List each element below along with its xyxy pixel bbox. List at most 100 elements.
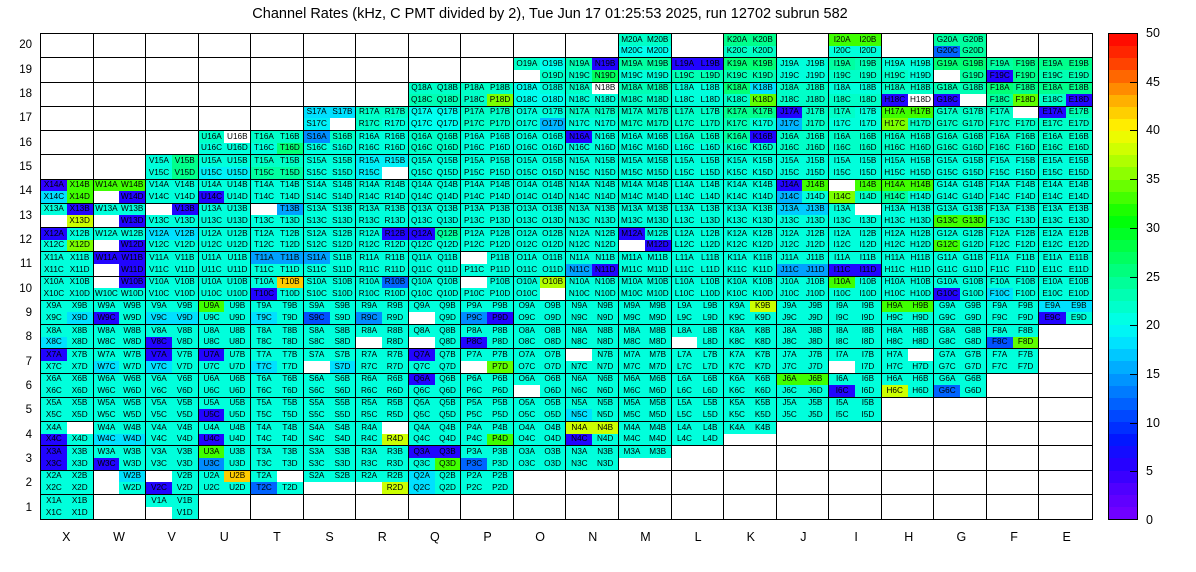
channel-quadrant[interactable]: S6B: [329, 373, 356, 386]
channel-quadrant[interactable]: L12D: [697, 239, 724, 252]
channel-quadrant[interactable]: L13B: [697, 203, 724, 216]
channel-quadrant[interactable]: L18B: [697, 82, 724, 95]
channel-quadrant[interactable]: F12D: [1012, 239, 1039, 252]
module-cell[interactable]: X9A X9B X9C X9D: [41, 300, 94, 325]
channel-quadrant[interactable]: J7C: [776, 360, 803, 373]
channel-quadrant[interactable]: K8A: [724, 325, 750, 337]
channel-quadrant[interactable]: P6A: [461, 373, 488, 386]
channel-quadrant[interactable]: W10C: [93, 288, 120, 300]
channel-quadrant[interactable]: P12C: [461, 239, 488, 252]
channel-quadrant[interactable]: Q7C: [408, 360, 435, 373]
channel-quadrant[interactable]: U12A: [198, 228, 225, 240]
channel-quadrant[interactable]: X7B: [66, 349, 93, 361]
channel-quadrant[interactable]: V5B: [171, 397, 198, 410]
channel-quadrant[interactable]: V1B: [171, 494, 198, 507]
channel-quadrant[interactable]: R6C: [356, 385, 383, 397]
channel-quadrant[interactable]: M11C: [619, 263, 645, 276]
channel-quadrant[interactable]: I9A: [829, 300, 856, 313]
channel-quadrant[interactable]: L5C: [671, 409, 698, 421]
channel-quadrant[interactable]: G13A: [934, 203, 961, 216]
channel-quadrant[interactable]: L19C: [671, 69, 698, 82]
module-cell[interactable]: O6A O6B O6D: [513, 373, 567, 398]
module-cell[interactable]: [93, 106, 147, 131]
channel-quadrant[interactable]: O6D: [539, 385, 566, 397]
channel-quadrant[interactable]: O9B: [539, 300, 566, 313]
module-cell[interactable]: L16A L16B L16C L16D: [671, 131, 725, 156]
channel-quadrant[interactable]: O8B: [539, 325, 566, 337]
channel-quadrant[interactable]: O3A: [513, 446, 540, 458]
channel-quadrant[interactable]: L9C: [671, 312, 698, 324]
channel-quadrant[interactable]: O14C: [513, 191, 540, 203]
module-cell[interactable]: I13A I13C I13D: [829, 203, 882, 228]
channel-quadrant[interactable]: V1D: [171, 506, 198, 519]
channel-quadrant[interactable]: K13A: [724, 203, 750, 216]
channel-quadrant[interactable]: U3D: [224, 457, 251, 470]
channel-quadrant[interactable]: R4D: [382, 433, 408, 446]
module-cell[interactable]: O15A O15B O15C O15D: [513, 155, 567, 180]
module-cell[interactable]: O14A O14B O14C O14D: [513, 179, 567, 204]
module-cell[interactable]: [882, 494, 935, 519]
channel-quadrant[interactable]: V10B: [171, 276, 198, 289]
channel-quadrant[interactable]: K12D: [749, 239, 776, 252]
channel-quadrant[interactable]: I11D: [855, 263, 881, 276]
channel-quadrant[interactable]: K11D: [749, 263, 776, 276]
channel-quadrant[interactable]: K7C: [724, 360, 750, 373]
module-cell[interactable]: P4A P4B P4C P4D: [461, 422, 514, 447]
module-cell[interactable]: L4A L4B L4C L4D: [671, 422, 725, 447]
channel-quadrant[interactable]: K11B: [749, 252, 776, 264]
channel-quadrant[interactable]: N16C: [566, 142, 593, 155]
module-cell[interactable]: R2A R2B R2D: [356, 470, 409, 495]
channel-quadrant[interactable]: I6A: [829, 373, 856, 386]
module-cell[interactable]: O4A O4B O4C O4D: [513, 422, 567, 447]
channel-quadrant[interactable]: T6A: [251, 373, 277, 386]
module-cell[interactable]: M16A M16B M16C M16D: [619, 131, 672, 156]
channel-quadrant[interactable]: L6D: [697, 385, 724, 397]
channel-quadrant[interactable]: F14B: [1012, 179, 1039, 192]
channel-quadrant[interactable]: I10A: [829, 276, 856, 289]
channel-quadrant[interactable]: F8D: [1012, 336, 1039, 349]
channel-quadrant[interactable]: J12A: [776, 228, 803, 240]
channel-quadrant[interactable]: L16B: [697, 131, 724, 143]
channel-quadrant[interactable]: W3A: [93, 446, 120, 458]
channel-quadrant[interactable]: W5D: [119, 409, 146, 421]
channel-quadrant[interactable]: J14D: [802, 191, 829, 203]
channel-quadrant[interactable]: H6C: [881, 385, 908, 397]
channel-quadrant[interactable]: R17A: [356, 106, 383, 119]
channel-quadrant[interactable]: F17C: [986, 118, 1013, 130]
module-cell[interactable]: I7A I7B I7D: [829, 349, 882, 374]
module-cell[interactable]: P13A P13B P13C P13D: [461, 203, 514, 228]
channel-quadrant[interactable]: H19B: [907, 58, 934, 70]
module-cell[interactable]: U5A U5B U5C U5D: [198, 397, 252, 422]
channel-quadrant[interactable]: W8D: [119, 336, 146, 349]
module-cell[interactable]: W6A W6B W6C W6D: [93, 373, 147, 398]
channel-quadrant[interactable]: L14B: [697, 179, 724, 192]
channel-quadrant[interactable]: P14B: [487, 179, 513, 192]
channel-quadrant[interactable]: R16C: [356, 142, 383, 155]
channel-quadrant[interactable]: O5B: [539, 397, 566, 410]
channel-quadrant[interactable]: E13C: [1039, 215, 1066, 227]
channel-quadrant[interactable]: M7B: [644, 349, 671, 361]
channel-quadrant[interactable]: W14D: [119, 191, 146, 203]
channel-quadrant[interactable]: L17D: [697, 118, 724, 130]
module-cell[interactable]: T16A T16B T16C T16D: [251, 131, 304, 156]
channel-quadrant[interactable]: N7D: [592, 360, 619, 373]
module-cell[interactable]: F14A F14B F14C F14D: [986, 179, 1040, 204]
channel-quadrant[interactable]: H13B: [907, 203, 934, 216]
module-cell[interactable]: W14A W14B W14D: [93, 179, 147, 204]
channel-quadrant[interactable]: V7B: [171, 349, 198, 361]
channel-quadrant[interactable]: K5C: [724, 409, 750, 421]
channel-quadrant[interactable]: W2D: [119, 482, 146, 494]
channel-quadrant[interactable]: J13D: [802, 215, 829, 227]
channel-quadrant[interactable]: T10D: [276, 288, 303, 300]
module-cell[interactable]: O10A O10B O10C: [513, 276, 567, 301]
channel-quadrant[interactable]: J11D: [802, 263, 829, 276]
module-cell[interactable]: N16A N16B N16C N16D: [566, 131, 620, 156]
module-cell[interactable]: F19A F19B F19C F19D: [986, 58, 1040, 83]
channel-quadrant[interactable]: I15B: [855, 155, 881, 167]
module-cell[interactable]: [41, 34, 94, 59]
channel-quadrant[interactable]: V11B: [171, 252, 198, 264]
channel-quadrant[interactable]: S5B: [329, 397, 356, 410]
channel-quadrant[interactable]: T14C: [251, 191, 277, 203]
channel-quadrant[interactable]: M17C: [619, 118, 645, 130]
module-cell[interactable]: J14A J14B J14C J14D: [776, 179, 830, 204]
